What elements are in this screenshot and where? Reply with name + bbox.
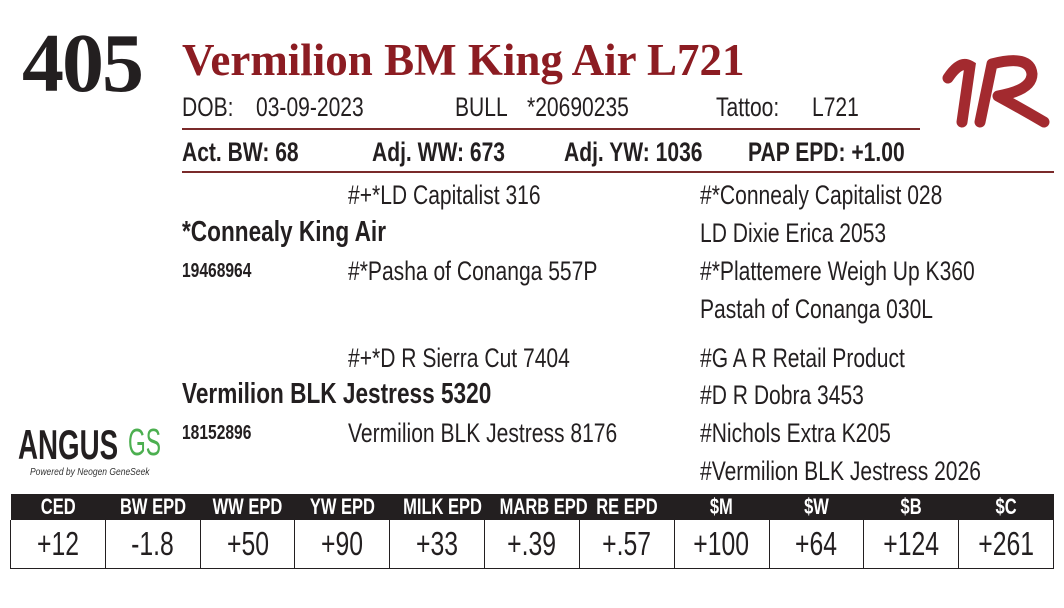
epd-value: +12	[10, 520, 106, 569]
dam-name: Vermilion BLK Jestress 5320	[182, 378, 492, 410]
sire-dam-dam: Pastah of Conanga 030L	[700, 294, 934, 324]
actual-birth-weight: Act. BW: 68	[182, 137, 299, 167]
sire-dam: #*Pasha of Conanga 557P	[348, 256, 598, 286]
epd-value: +33	[389, 520, 486, 569]
epd-value-row: +12 -1.8 +50 +90 +33 +.39 +.57 +100 +64 …	[10, 520, 1054, 569]
epd-value: +124	[863, 520, 960, 569]
tattoo-label: Tattoo:	[716, 92, 780, 122]
animal-name: Vermilion BM King Air L721	[182, 35, 745, 85]
logo-tagline: Powered by Neogen GeneSeek	[30, 467, 150, 478]
sire-sire: #+*LD Capitalist 316	[348, 180, 541, 210]
dam-sire: #+*D R Sierra Cut 7404	[348, 343, 570, 373]
epd-value: +100	[673, 520, 770, 569]
epd-table: CED BW EPD WW EPD YW EPD MILK EPD MARB E…	[10, 494, 1054, 569]
sire-sire-sire: #*Connealy Capitalist 028	[700, 180, 943, 210]
registration-number: *20690235	[527, 92, 629, 122]
epd-value: +50	[199, 520, 296, 569]
angus-wordmark: ANGUS	[18, 421, 119, 468]
epd-value: +.57	[578, 520, 675, 569]
dam-dam-sire: #Nichols Extra K205	[700, 418, 891, 448]
epd-header-row: CED BW EPD WW EPD YW EPD MILK EPD MARB E…	[10, 494, 1054, 520]
sire-reg: 19468964	[182, 260, 252, 282]
sex: BULL	[455, 92, 508, 122]
epd-header: $W	[769, 494, 864, 520]
epd-header: MILK EPD	[389, 494, 485, 520]
epd-header: BW EPD	[105, 494, 201, 520]
sire-sire-dam: LD Dixie Erica 2053	[700, 218, 887, 248]
epd-value: +.39	[484, 520, 580, 569]
epd-header: YW EPD	[294, 494, 390, 520]
divider	[182, 128, 920, 130]
dam-sire-dam: #D R Dobra 3453	[700, 380, 864, 410]
dob-label: DOB:	[182, 92, 234, 122]
epd-value: +64	[768, 520, 865, 569]
dam-dam: Vermilion BLK Jestress 8176	[348, 418, 618, 448]
pap-epd: PAP EPD: +1.00	[748, 137, 905, 167]
gs-wordmark: GS	[128, 422, 161, 464]
epd-value: +261	[958, 520, 1054, 569]
epd-header: $M	[674, 494, 769, 520]
epd-value: +90	[294, 520, 391, 569]
adjusted-yearling-weight: Adj. YW: 1036	[564, 137, 703, 167]
dam-sire-sire: #G A R Retail Product	[700, 343, 905, 373]
epd-header: MARB EPD	[484, 494, 587, 520]
dam-dam-dam: #Vermilion BLK Jestress 2026	[700, 456, 981, 486]
epd-header: CED	[10, 494, 106, 520]
dob-value: 03-09-2023	[256, 92, 364, 122]
epd-header: RE EPD	[579, 494, 675, 520]
epd-value: -1.8	[104, 520, 201, 569]
lot-number: 405	[22, 17, 144, 110]
tattoo-value: L721	[812, 92, 859, 122]
adjusted-weaning-weight: Adj. WW: 673	[372, 137, 506, 167]
sire-name: *Connealy King Air	[182, 216, 387, 248]
dam-reg: 18152896	[182, 422, 252, 444]
epd-header: $C	[958, 494, 1054, 520]
epd-header: WW EPD	[200, 494, 295, 520]
divider	[182, 171, 1054, 173]
vr-brand-logo	[942, 55, 1050, 128]
sire-dam-sire: #*Plattemere Weigh Up K360	[700, 256, 975, 286]
epd-header: $B	[863, 494, 959, 520]
angus-gs-logo: ANGUS GS Powered by Neogen GeneSeek	[18, 424, 168, 484]
